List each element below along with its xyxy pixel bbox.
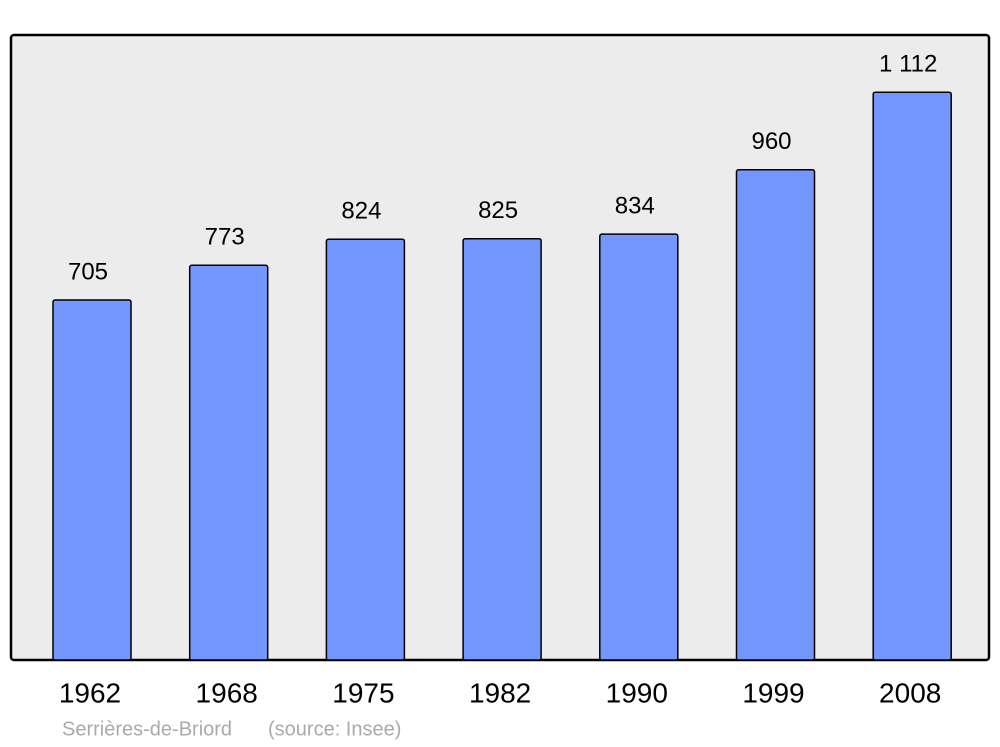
source: (source: Insee) xyxy=(268,718,401,740)
x-tick-label: 2008 xyxy=(879,677,941,708)
x-tick-label: 1968 xyxy=(196,677,258,708)
bar xyxy=(872,91,952,661)
value-label: 825 xyxy=(478,197,518,224)
footnote: Serrières-de-Briord xyxy=(62,718,232,740)
value-label: 834 xyxy=(615,192,655,219)
x-tick-label: 1990 xyxy=(606,677,668,708)
x-tick-label: 1999 xyxy=(742,677,804,708)
bar xyxy=(599,233,679,661)
value-label: 824 xyxy=(341,198,381,225)
value-label: 773 xyxy=(205,224,245,251)
value-label: 705 xyxy=(68,258,108,285)
value-label: 960 xyxy=(751,128,791,155)
bar xyxy=(52,299,132,661)
x-tick-label: 1962 xyxy=(59,677,121,708)
bar xyxy=(462,237,542,661)
bar xyxy=(325,238,406,661)
bar xyxy=(735,169,816,661)
x-tick-label: 1975 xyxy=(332,677,394,708)
bar xyxy=(188,264,269,661)
x-tick-label: 1982 xyxy=(469,677,531,708)
value-label: 1 112 xyxy=(879,51,937,78)
